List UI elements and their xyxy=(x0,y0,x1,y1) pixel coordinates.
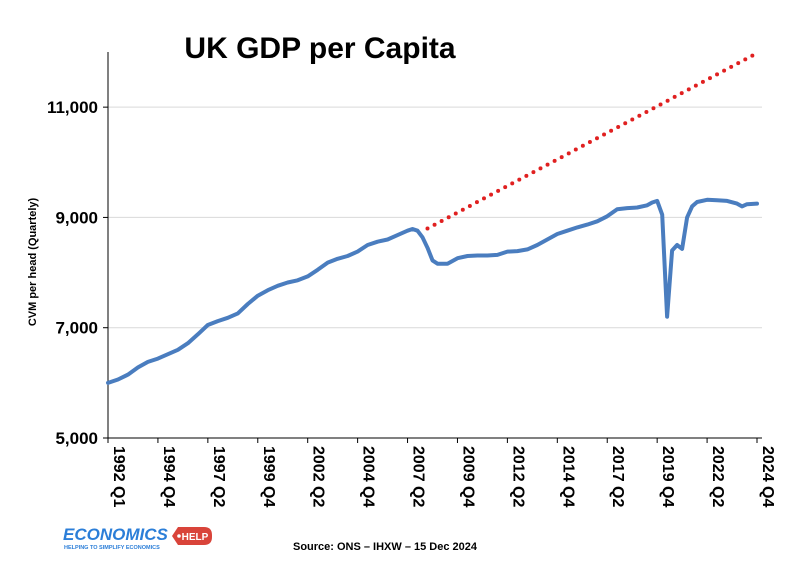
logo-word: ECONOMICS xyxy=(63,525,169,544)
x-tick-label: 2014 Q4 xyxy=(559,446,576,507)
x-tick-label: 1997 Q2 xyxy=(210,446,227,507)
y-tick-label: 5,000 xyxy=(55,429,98,448)
x-tick-label: 2002 Q2 xyxy=(310,446,327,507)
x-tick-label: 2022 Q2 xyxy=(709,446,726,507)
y-tick-label: 7,000 xyxy=(55,319,98,338)
logo-tagline: HELPING TO SIMPLIFY ECONOMICS xyxy=(64,545,160,551)
x-tick-label: 2019 Q4 xyxy=(659,446,676,507)
logo-tag-hole xyxy=(177,534,181,538)
x-tick-label: 2009 Q4 xyxy=(459,446,476,507)
series-group xyxy=(106,51,759,385)
trend-line xyxy=(425,51,759,231)
x-tick-label: 1994 Q4 xyxy=(160,446,177,507)
x-tick-label: 2012 Q2 xyxy=(509,446,526,507)
y-tick-label: 11,000 xyxy=(47,98,98,117)
gdp-line xyxy=(106,197,759,385)
x-tick-label: 2017 Q2 xyxy=(609,446,626,507)
y-tick-label: 9,000 xyxy=(55,208,98,227)
logo-tag: HELP xyxy=(182,532,209,543)
x-tick-label: 2024 Q4 xyxy=(759,446,776,507)
economics-help-logo: ECONOMICS HELP HELPING TO SIMPLIFY ECONO… xyxy=(63,525,212,551)
chart-title: UK GDP per Capita xyxy=(184,32,455,65)
x-tick-label: 2004 Q4 xyxy=(360,446,377,507)
x-tick-label: 1992 Q1 xyxy=(110,446,127,507)
x-ticks: 1992 Q1 1994 Q4 1997 Q2 1999 Q4 2002 Q2 2004 … xyxy=(107,438,776,507)
source-note: Source: ONS – IHXW – 15 Dec 2024 xyxy=(293,541,478,553)
x-tick-label: 2007 Q2 xyxy=(410,446,427,507)
y-ticks: 5,000 7,000 9,000 11,000 xyxy=(47,98,108,448)
x-tick-label: 1999 Q4 xyxy=(260,446,277,507)
logo-tag-shape xyxy=(172,527,212,545)
y-axis-label: CVM per head (Quartely) xyxy=(27,197,39,326)
axes xyxy=(107,52,762,439)
